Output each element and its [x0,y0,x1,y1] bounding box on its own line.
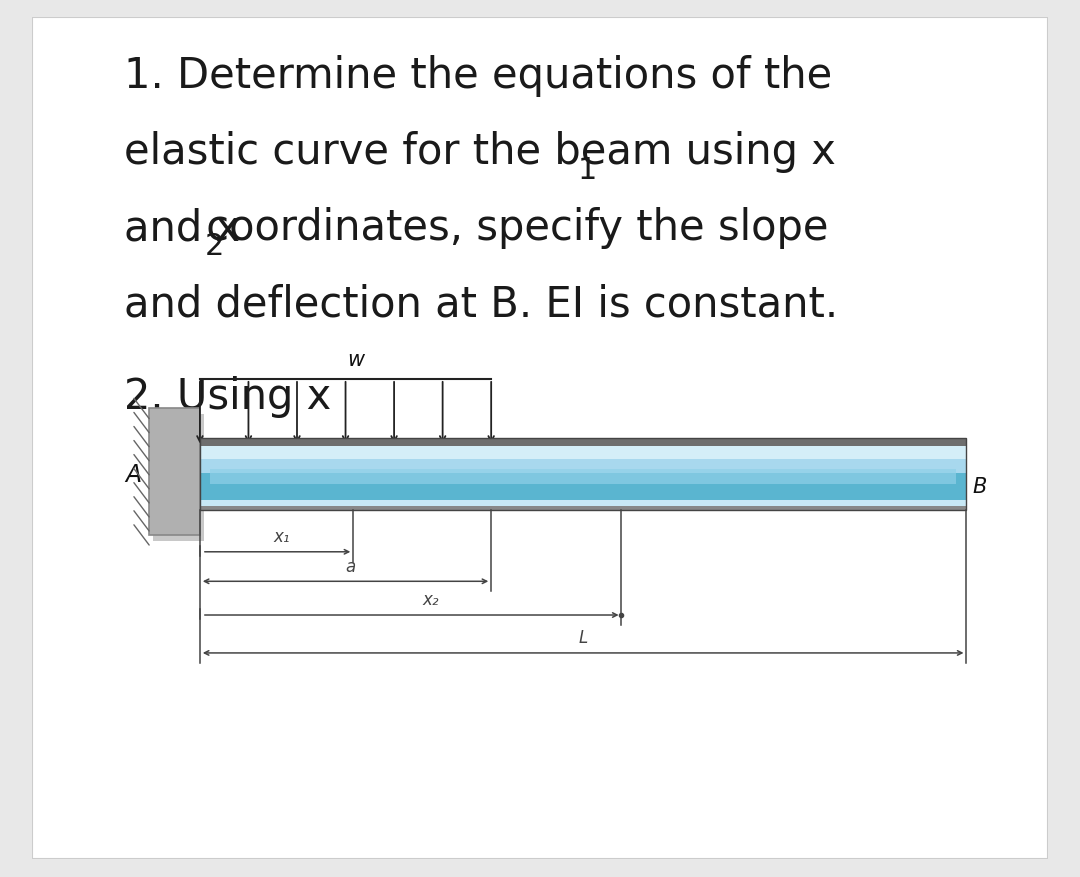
Text: L: L [579,629,588,646]
Text: 1. Determine the equations of the: 1. Determine the equations of the [124,55,832,97]
Text: C: C [499,447,514,467]
Text: B: B [972,477,987,497]
Bar [200,438,967,447]
Text: and deflection at B. EI is constant.: and deflection at B. EI is constant. [124,282,838,324]
Text: 2. Using x: 2. Using x [124,375,330,417]
Bar [149,409,200,535]
Bar [153,415,204,541]
Text: 1: 1 [578,156,597,185]
Text: and x: and x [124,207,240,249]
Text: a: a [346,557,355,575]
Bar [200,501,967,509]
Bar [200,460,967,473]
Text: elastic curve for the beam using x: elastic curve for the beam using x [124,132,836,173]
Bar [200,473,967,502]
Bar [200,438,967,510]
Bar [200,447,967,460]
Text: x₁: x₁ [273,527,289,545]
Text: A: A [125,462,141,486]
Text: 2: 2 [204,232,224,261]
Bar [200,507,967,510]
Text: x₂: x₂ [422,590,440,609]
Text: w: w [347,350,364,369]
Bar [210,470,956,485]
Text: coordinates, specify the slope: coordinates, specify the slope [193,207,828,249]
